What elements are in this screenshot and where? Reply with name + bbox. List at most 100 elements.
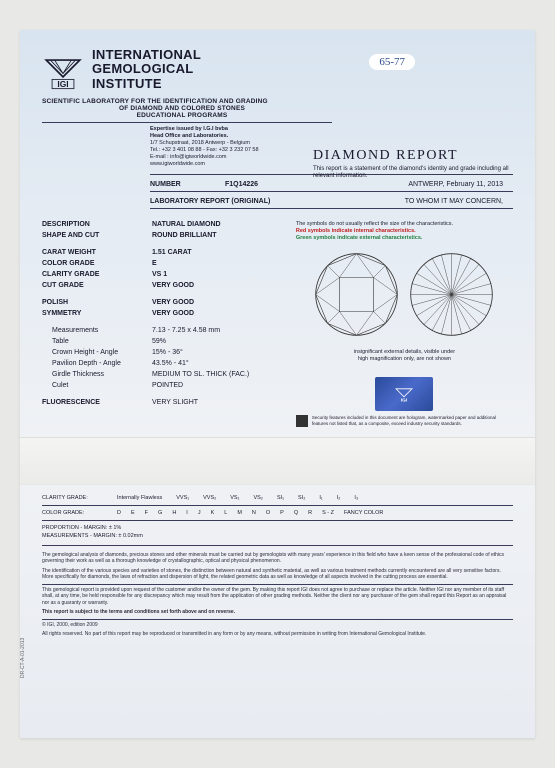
- certificate-document: 65-77 IGI INTERNATIONAL GEMOLOGICAL INST…: [20, 30, 535, 738]
- clarity-scale: CLARITY GRADE: Internally FlawlessVVS₁VV…: [42, 495, 513, 501]
- spec-value: VERY SLIGHT: [152, 399, 198, 406]
- scale-item: K: [211, 510, 215, 516]
- org-line3: INSTITUTE: [92, 77, 201, 91]
- handwritten-label: 65-77: [369, 54, 415, 70]
- spec-key: Girdle Thickness: [42, 371, 152, 378]
- subtitle: SCIENTIFIC LABORATORY FOR THE IDENTIFICA…: [42, 98, 513, 119]
- spec-value: VERY GOOD: [152, 299, 194, 306]
- org-name: INTERNATIONAL GEMOLOGICAL INSTITUTE: [92, 48, 201, 92]
- scale-item: R: [308, 510, 312, 516]
- report-subtitle: This report is a statement of the diamon…: [313, 166, 513, 180]
- divider: [150, 208, 513, 209]
- scale-item: J: [198, 510, 201, 516]
- subtitle-1: SCIENTIFIC LABORATORY FOR THE IDENTIFICA…: [42, 98, 513, 105]
- scale-item: N: [252, 510, 256, 516]
- legend-2: Red symbols indicate internal characteri…: [296, 228, 513, 235]
- note-2: high magnification only, are not shown: [296, 356, 513, 363]
- igi-logo-icon: IGI: [42, 50, 84, 92]
- spec-value: E: [152, 260, 157, 267]
- legend: The symbols do not usually reflect the s…: [296, 221, 513, 242]
- expertise-heading: Expertise issued by I.G.I bvba: [150, 126, 513, 133]
- divider: [42, 505, 513, 506]
- spec-row: FLUORESCENCEVERY SLIGHT: [42, 399, 281, 406]
- to-whom: TO WHOM IT MAY CONCERN,: [405, 198, 513, 205]
- scale-item: F: [145, 510, 148, 516]
- scale-item: I₃: [354, 495, 358, 501]
- spec-value: VERY GOOD: [152, 310, 194, 317]
- color-items: DEFGHIJKLMNOPQRS - ZFANCY COLOR: [117, 510, 513, 516]
- diamond-pavilion-view-icon: [409, 252, 494, 337]
- scale-item: P: [280, 510, 284, 516]
- spec-key: Pavilion Depth - Angle: [42, 360, 152, 367]
- spec-row: Crown Height - Angle15% - 36°: [42, 349, 281, 356]
- spec-key: CARAT WEIGHT: [42, 249, 152, 256]
- spec-row: Measurements7.13 - 7.25 x 4.58 mm: [42, 327, 281, 334]
- spec-key: Crown Height - Angle: [42, 349, 152, 356]
- hologram-seal: IGI: [375, 377, 433, 411]
- report-title: DIAMOND REPORT: [313, 148, 513, 164]
- spec-value: NATURAL DIAMOND: [152, 221, 221, 228]
- spec-value: VERY GOOD: [152, 282, 194, 289]
- divider: [150, 191, 513, 192]
- subtitle-2: OF DIAMOND AND COLORED STONES: [42, 105, 322, 112]
- fp-1: The gemological analysis of diamonds, pr…: [42, 552, 513, 565]
- logo-block: IGI INTERNATIONAL GEMOLOGICAL INSTITUTE: [42, 48, 513, 92]
- spec-value: ROUND BRILLIANT: [152, 232, 217, 239]
- spec-key: SHAPE AND CUT: [42, 232, 152, 239]
- scale-item: S - Z: [322, 510, 334, 516]
- legend-3: Green symbols indicate external characte…: [296, 235, 513, 242]
- fp-4: This report is subject to the terms and …: [42, 609, 513, 616]
- subtitle-3: EDUCATIONAL PROGRAMS: [42, 112, 322, 119]
- divider: [42, 619, 513, 620]
- fp-rights: All rights reserved. No part of this rep…: [42, 631, 513, 638]
- spec-column: DESCRIPTIONNATURAL DIAMOND SHAPE AND CUTR…: [42, 221, 281, 428]
- fine-print: The gemological analysis of diamonds, pr…: [42, 552, 513, 638]
- scale-item: VVS₁: [176, 495, 189, 501]
- main-block: DESCRIPTIONNATURAL DIAMONDSHAPE AND CUTR…: [42, 221, 513, 428]
- number-label: NUMBER: [150, 181, 225, 188]
- spec-row: Table59%: [42, 338, 281, 345]
- note-1: insignificant external details, visible …: [296, 349, 513, 356]
- security-note: Security features included in this docum…: [296, 415, 513, 427]
- side-code: DR-CT-A-01-2013: [20, 638, 26, 678]
- spec-row: CuletPOINTED: [42, 382, 281, 389]
- scale-item: D: [117, 510, 121, 516]
- divider: [42, 545, 513, 546]
- expertise-addr: 1/7 Schupstraat, 2018 Antwerp - Belgium: [150, 140, 513, 147]
- spec-value: 59%: [152, 338, 166, 345]
- scale-item: Q: [294, 510, 298, 516]
- scale-item: O: [266, 510, 270, 516]
- spec-key: Table: [42, 338, 152, 345]
- spec-row: CARAT WEIGHT1.51 CARAT: [42, 249, 281, 256]
- spec-value: POINTED: [152, 382, 183, 389]
- spec-value: VS 1: [152, 271, 167, 278]
- lab-label: LABORATORY REPORT (ORIGINAL): [150, 198, 300, 205]
- spec-key: POLISH: [42, 299, 152, 306]
- spec-key: FLUORESCENCE: [42, 399, 152, 406]
- fp-copyright: © IGI, 2000, edition 2009: [42, 622, 513, 629]
- fold-area: [20, 437, 535, 485]
- diagrams: [296, 252, 513, 337]
- spec-row: CUT GRADEVERY GOOD: [42, 282, 281, 289]
- spec-value: 7.13 - 7.25 x 4.58 mm: [152, 327, 220, 334]
- scale-item: SI₁: [277, 495, 284, 501]
- spec-row: SHAPE AND CUTROUND BRILLIANT: [42, 232, 281, 239]
- fp-3: This gemological report is provided upon…: [42, 587, 513, 607]
- scale-item: VS₁: [230, 495, 239, 501]
- lab-row: LABORATORY REPORT (ORIGINAL) TO WHOM IT …: [150, 198, 513, 205]
- svg-text:IGI: IGI: [57, 79, 68, 89]
- legend-1: The symbols do not usually reflect the s…: [296, 221, 513, 228]
- divider: [42, 122, 332, 123]
- number-value: F1Q14226: [225, 181, 258, 188]
- security-icon: [296, 415, 308, 427]
- org-line1: INTERNATIONAL: [92, 48, 201, 62]
- number-row: NUMBER F1Q14226 ANTWERP, February 11, 20…: [150, 181, 513, 188]
- svg-text:IGI: IGI: [401, 398, 408, 404]
- spec-row: DESCRIPTIONNATURAL DIAMOND: [42, 221, 281, 228]
- scale-item: FANCY COLOR: [344, 510, 383, 516]
- scale-item: L: [224, 510, 227, 516]
- spec-key: SYMMETRY: [42, 310, 152, 317]
- spec-value: 43.5% - 41°: [152, 360, 189, 367]
- scale-item: I: [186, 510, 188, 516]
- clarity-items: Internally FlawlessVVS₁VVS₂VS₁VS₂SI₁SI₂I…: [117, 495, 513, 501]
